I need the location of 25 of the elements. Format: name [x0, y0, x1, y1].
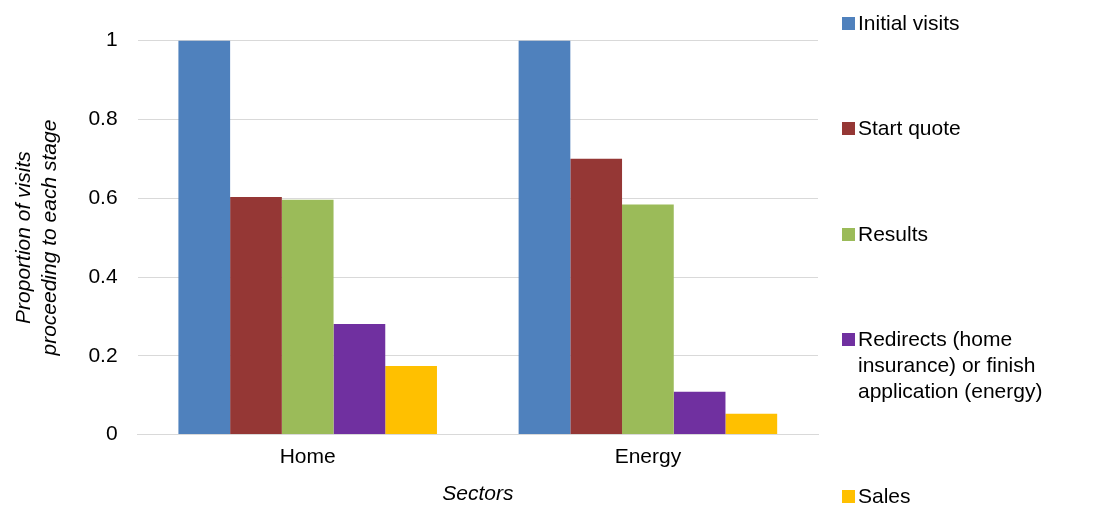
bar: [230, 197, 282, 435]
bar: [178, 40, 231, 435]
bar: [622, 204, 674, 435]
x-tick-label: Energy: [614, 444, 682, 467]
bar: [333, 323, 386, 435]
y-tick-label: 0.6: [88, 185, 118, 208]
legend-label: Start quote: [858, 115, 961, 142]
y-tick-label: 0.8: [88, 106, 118, 130]
y-tick-label: 0.2: [88, 342, 118, 366]
y-tick-label: 1: [105, 27, 118, 51]
y-tick-label: 0.4: [88, 263, 118, 287]
bar: [725, 413, 778, 435]
bar: [518, 40, 571, 435]
legend-label: Initial visits: [858, 10, 960, 36]
y-axis-title: Proportion of visits proceeding to each stage: [11, 119, 60, 357]
legend-label: Redirects (home insurance) or finish application (energy): [858, 325, 1044, 404]
bar: [281, 199, 334, 435]
y-tick-label: 0: [105, 421, 118, 445]
bar: [570, 158, 623, 435]
x-axis-title: Sectors: [442, 481, 514, 505]
bar: [673, 391, 726, 435]
legend-label: Sales: [858, 483, 911, 509]
x-tick-label: Home: [279, 444, 336, 467]
legend-label: Results: [858, 220, 929, 247]
bar: [385, 366, 437, 435]
